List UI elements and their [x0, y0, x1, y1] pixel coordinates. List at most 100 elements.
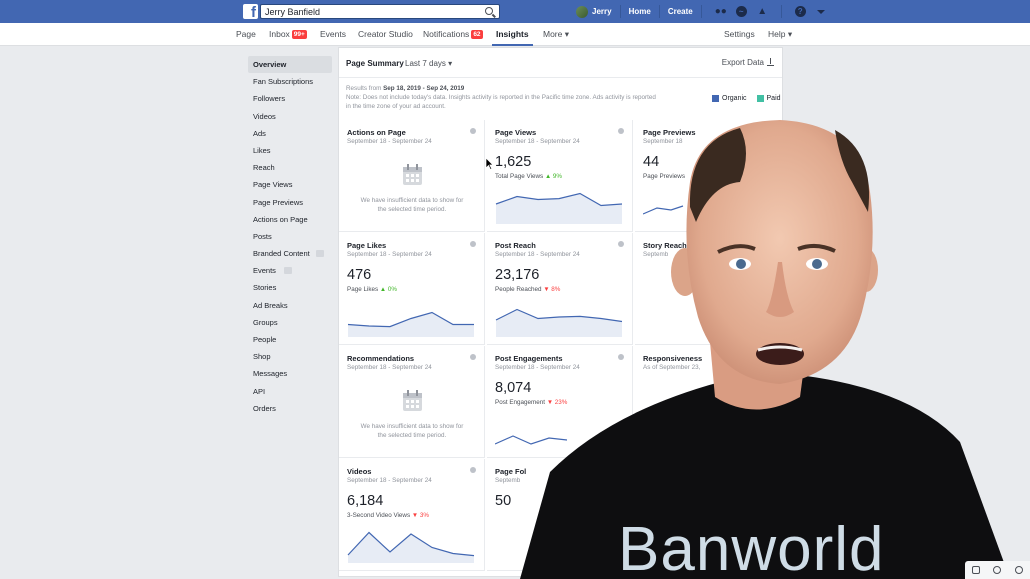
- avatar[interactable]: [576, 5, 588, 18]
- card-title: Story Reach: [643, 241, 687, 250]
- card-post-engagements[interactable]: Post Engagements September 18 - Septembe…: [487, 346, 633, 458]
- sidebar-item-ads[interactable]: Ads: [253, 128, 266, 138]
- page-nav: Page Inbox 99+ Events Creator Studio Noti…: [0, 23, 1030, 46]
- change-badge: ▲ 9%: [544, 173, 563, 180]
- info-icon[interactable]: [470, 467, 476, 473]
- info-icon[interactable]: [618, 241, 624, 247]
- tab-events[interactable]: Events: [320, 29, 346, 39]
- info-icon[interactable]: [470, 354, 476, 360]
- search-icon[interactable]: [485, 7, 493, 15]
- insufficient-data-text: We have insufficient data to show for the…: [347, 422, 477, 440]
- card-story-reach[interactable]: Story Reach Septemb: [635, 233, 781, 345]
- sidebar-item-videos[interactable]: Videos: [253, 111, 276, 121]
- tab-inbox[interactable]: Inbox 99+: [269, 23, 307, 46]
- card-sub-label: 3-Second Video Views: [347, 512, 411, 519]
- sidebar-item-events[interactable]: Events: [248, 262, 332, 279]
- user-name-link[interactable]: Jerry: [592, 7, 612, 16]
- sidebar-item-actions-on-page[interactable]: Actions on Page: [253, 214, 308, 224]
- tab-insights[interactable]: Insights: [492, 23, 533, 46]
- card-page-views[interactable]: Page Views September 18 - September 24 1…: [487, 120, 633, 232]
- card-subtitle: Page Likes ▲ 0%: [347, 286, 397, 293]
- sidebar-item-posts[interactable]: Posts: [253, 231, 272, 241]
- chevron-down-icon[interactable]: [816, 9, 825, 14]
- tab-notifications[interactable]: Notifications 62: [423, 23, 483, 46]
- card-responsiveness[interactable]: Responsiveness As of September 23,: [635, 346, 781, 458]
- card-actions-on-page[interactable]: Actions on Page September 18 - September…: [339, 120, 485, 232]
- sidebar-item-page-views[interactable]: Page Views: [253, 180, 293, 190]
- tab-more[interactable]: More ▾: [543, 29, 569, 39]
- contacts-icon[interactable]: [993, 566, 1002, 574]
- sidebar-item-fan-subscriptions[interactable]: Fan Subscriptions: [253, 77, 314, 87]
- change-badge: ▲ 0%: [379, 286, 397, 293]
- sidebar-item-shop[interactable]: Shop: [253, 352, 271, 362]
- sidebar-item-ad-breaks[interactable]: Ad Breaks: [253, 300, 288, 310]
- sidebar-item-orders[interactable]: Orders: [253, 403, 276, 413]
- card-page-followers[interactable]: Page Fol Septemb 50: [487, 459, 633, 571]
- compose-icon[interactable]: [971, 566, 980, 574]
- info-icon[interactable]: [470, 128, 476, 134]
- page-summary-panel: Page Summary Last 7 days ▾ Export Data R…: [338, 47, 783, 577]
- help-icon[interactable]: ?: [794, 6, 806, 17]
- sidebar-item-messages[interactable]: Messages: [253, 369, 288, 379]
- card-post-reach[interactable]: Post Reach September 18 - September 24 2…: [487, 233, 633, 345]
- sparkline-area: [496, 309, 622, 337]
- card-recommendations[interactable]: Recommendations September 18 - September…: [339, 346, 485, 458]
- expand-icon[interactable]: [284, 267, 292, 275]
- card-title: Page Views: [495, 128, 537, 137]
- date-range-select[interactable]: Last 7 days ▾: [405, 59, 453, 68]
- info-icon[interactable]: [470, 241, 476, 247]
- sparkline-line: [495, 308, 623, 323]
- sidebar-item-reach[interactable]: Reach: [253, 163, 275, 173]
- sidebar-item-stories[interactable]: Stories: [253, 283, 277, 293]
- sidebar-item-groups[interactable]: Groups: [253, 317, 278, 327]
- tab-creator-studio[interactable]: Creator Studio: [358, 29, 413, 39]
- top-bar: f Jerry Home Create ●● ~ ▲ ?: [0, 0, 1030, 23]
- settings-link[interactable]: Settings: [724, 29, 755, 39]
- create-link[interactable]: Create: [667, 7, 693, 16]
- sidebar-item-people[interactable]: People: [253, 335, 277, 344]
- divider: [658, 5, 660, 18]
- insights-sidebar: Overview Fan Subscriptions Followers Vid…: [248, 56, 332, 417]
- expand-icon[interactable]: [316, 250, 324, 258]
- sidebar-item-label: Events: [253, 266, 276, 276]
- card-subtitle: 3-Second Video Views ▼ 3%: [347, 512, 429, 519]
- card-date: Septemb: [643, 251, 669, 258]
- card-videos[interactable]: Videos September 18 - September 24 6,184…: [339, 459, 485, 571]
- help-link[interactable]: Help ▾: [768, 29, 793, 39]
- search-box[interactable]: [260, 4, 500, 19]
- sidebar-item-likes[interactable]: Likes: [253, 145, 271, 155]
- sparkline-line: [347, 531, 475, 557]
- card-value: 44: [643, 154, 660, 170]
- info-icon[interactable]: [618, 354, 624, 360]
- gear-icon[interactable]: [1015, 566, 1024, 574]
- sidebar-item-branded-content[interactable]: Branded Content: [248, 245, 332, 262]
- facebook-logo-icon[interactable]: f: [243, 4, 258, 19]
- results-note: Results from Sep 18, 2019 - Sep 24, 2019…: [346, 84, 691, 111]
- home-link[interactable]: Home: [628, 7, 651, 16]
- sidebar-item-api[interactable]: API: [253, 386, 266, 396]
- export-data-button[interactable]: Export Data: [722, 58, 774, 67]
- sidebar-item-followers[interactable]: Followers: [253, 94, 286, 104]
- change-badge: ▼ 3%: [411, 512, 429, 519]
- search-input[interactable]: [261, 5, 476, 18]
- card-page-likes[interactable]: Page Likes September 18 - September 24 4…: [339, 233, 485, 345]
- sidebar-item-label: Branded Content: [253, 249, 310, 259]
- card-date: September 18 - September 24: [495, 138, 580, 145]
- info-icon[interactable]: [618, 128, 624, 134]
- download-icon: [767, 58, 774, 66]
- sparkline-area: [348, 532, 474, 563]
- tab-page[interactable]: Page: [236, 29, 256, 39]
- messenger-icon[interactable]: ~: [735, 6, 747, 17]
- friends-icon[interactable]: ●●: [714, 6, 727, 17]
- sidebar-item-overview[interactable]: Overview: [248, 56, 332, 74]
- sidebar-item-page-previews[interactable]: Page Previews: [253, 197, 304, 207]
- card-page-previews[interactable]: Page Previews September 18 44 Page Previ…: [635, 120, 781, 232]
- divider: [619, 5, 621, 18]
- divider: [700, 5, 702, 18]
- card-date: September 18 - September 24: [495, 251, 580, 258]
- sparkline-area: [496, 193, 622, 224]
- card-value: 8,074: [495, 380, 532, 396]
- results-range: Sep 18, 2019 - Sep 24, 2019: [383, 85, 465, 92]
- bell-icon[interactable]: ▲: [757, 6, 768, 17]
- results-range-line: Results from Sep 18, 2019 - Sep 24, 2019: [346, 84, 691, 93]
